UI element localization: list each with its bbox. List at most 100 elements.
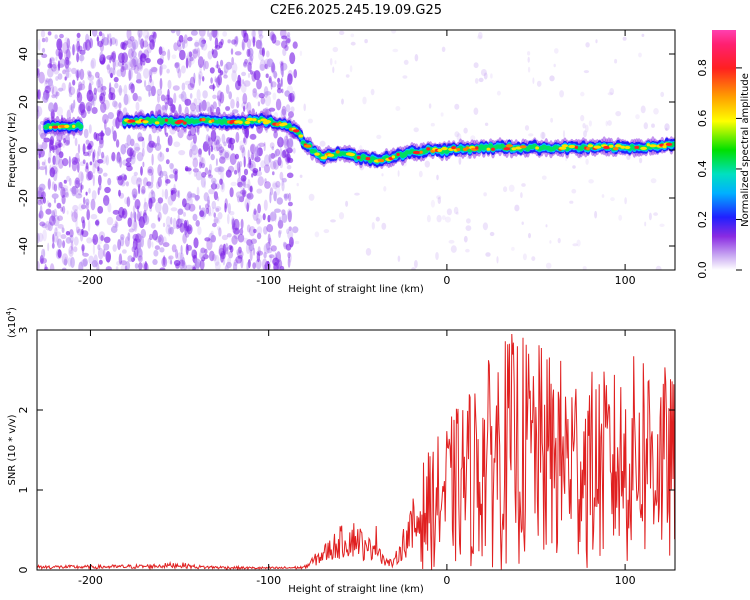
noise-speck — [105, 266, 112, 270]
noise-speck — [57, 238, 62, 249]
noise-speck — [147, 166, 154, 176]
noise-speck — [160, 64, 167, 70]
noise-speck — [418, 170, 423, 178]
noise-speck — [218, 146, 225, 154]
noise-speck — [607, 120, 612, 126]
noise-speck — [238, 246, 242, 254]
svg-text:(x104): (x104) — [5, 307, 18, 338]
noise-speck — [338, 212, 345, 220]
noise-speck — [541, 132, 545, 140]
noise-speck — [264, 94, 271, 107]
noise-speck — [172, 217, 177, 230]
noise-speck — [426, 214, 431, 223]
noise-speck — [167, 88, 170, 99]
noise-speck — [243, 137, 246, 144]
noise-speck — [284, 90, 291, 97]
noise-speck — [142, 262, 145, 269]
noise-speck — [225, 84, 230, 94]
noise-speck — [176, 61, 181, 74]
noise-speck — [514, 204, 520, 212]
noise-speck — [111, 50, 116, 60]
noise-speck — [381, 173, 384, 177]
noise-speck — [201, 41, 204, 50]
noise-speck — [124, 94, 131, 105]
noise-speck — [207, 50, 213, 60]
noise-speck — [123, 84, 128, 97]
ridge-blob — [156, 117, 162, 122]
x-tick-label: 100 — [615, 274, 636, 287]
noise-speck — [58, 87, 64, 92]
noise-speck — [330, 219, 336, 223]
noise-speck — [218, 149, 223, 156]
noise-speck — [130, 219, 137, 231]
noise-speck — [252, 168, 259, 174]
noise-speck — [113, 76, 119, 83]
noise-speck — [474, 78, 479, 84]
noise-speck — [178, 93, 184, 99]
noise-speck — [150, 222, 156, 229]
noise-speck — [123, 40, 129, 46]
noise-speck — [59, 58, 65, 68]
ridge-peak — [48, 125, 53, 129]
noise-speck — [444, 216, 451, 223]
noise-speck — [643, 122, 648, 130]
noise-speck — [40, 194, 44, 205]
noise-speck — [249, 133, 257, 140]
noise-speck — [659, 223, 665, 227]
noise-speck — [170, 259, 173, 265]
noise-speck — [215, 158, 218, 167]
noise-speck — [116, 110, 124, 123]
noise-speck — [183, 34, 188, 44]
noise-speck — [162, 222, 166, 228]
noise-speck — [640, 105, 646, 114]
noise-speck — [145, 57, 151, 64]
noise-speck — [276, 257, 283, 269]
noise-speck — [609, 88, 615, 95]
noise-speck — [219, 156, 226, 164]
noise-speck — [82, 245, 85, 254]
noise-speck — [108, 91, 114, 101]
noise-speck — [299, 50, 303, 57]
ridge-blob — [312, 149, 318, 154]
noise-speck — [93, 132, 98, 140]
noise-speck — [231, 62, 238, 74]
noise-speck — [446, 208, 452, 216]
noise-speck — [208, 212, 213, 217]
noise-speck — [91, 260, 98, 268]
noise-speck — [138, 183, 141, 195]
noise-speck — [466, 218, 471, 224]
noise-speck — [151, 31, 156, 39]
noise-speck — [182, 39, 185, 50]
noise-speck — [49, 139, 54, 152]
noise-speck — [287, 157, 294, 163]
noise-speck — [242, 175, 247, 188]
ridge-peak — [614, 144, 622, 148]
ridge-peak — [72, 124, 76, 128]
noise-speck — [252, 91, 257, 98]
noise-speck — [89, 80, 94, 86]
noise-speck — [245, 193, 252, 199]
noise-speck — [118, 189, 121, 197]
noise-speck — [201, 39, 207, 45]
noise-speck — [230, 142, 235, 151]
noise-speck — [57, 181, 61, 191]
noise-speck — [258, 30, 263, 37]
noise-speck — [43, 197, 46, 204]
noise-speck — [229, 187, 234, 198]
noise-speck — [94, 220, 100, 226]
noise-speck — [214, 76, 217, 83]
noise-speck — [238, 166, 241, 178]
noise-speck — [199, 250, 206, 261]
noise-speck — [103, 195, 110, 206]
noise-speck — [99, 56, 106, 65]
noise-speck — [179, 218, 184, 223]
noise-speck — [287, 73, 293, 85]
noise-speck — [267, 214, 271, 223]
noise-speck — [58, 48, 63, 61]
noise-speck — [39, 204, 43, 216]
noise-speck — [259, 166, 261, 172]
ridge-peak — [486, 147, 491, 151]
noise-speck — [267, 233, 271, 244]
noise-speck — [545, 262, 552, 269]
noise-speck — [292, 41, 298, 49]
